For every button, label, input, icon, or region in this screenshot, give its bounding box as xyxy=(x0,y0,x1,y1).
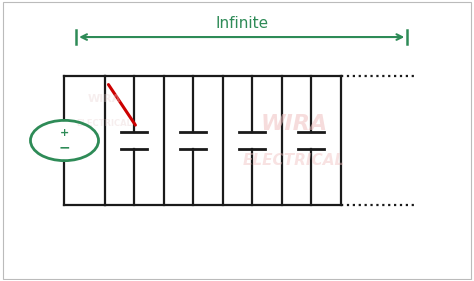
Text: −: − xyxy=(59,140,70,154)
Text: Infinite: Infinite xyxy=(215,15,268,31)
Text: ELECTRICAL: ELECTRICAL xyxy=(77,119,133,128)
Text: ELECTRICAL: ELECTRICAL xyxy=(243,153,345,167)
Text: WIRA: WIRA xyxy=(260,114,327,134)
Text: WIRA: WIRA xyxy=(88,94,121,104)
Text: +: + xyxy=(60,128,69,138)
